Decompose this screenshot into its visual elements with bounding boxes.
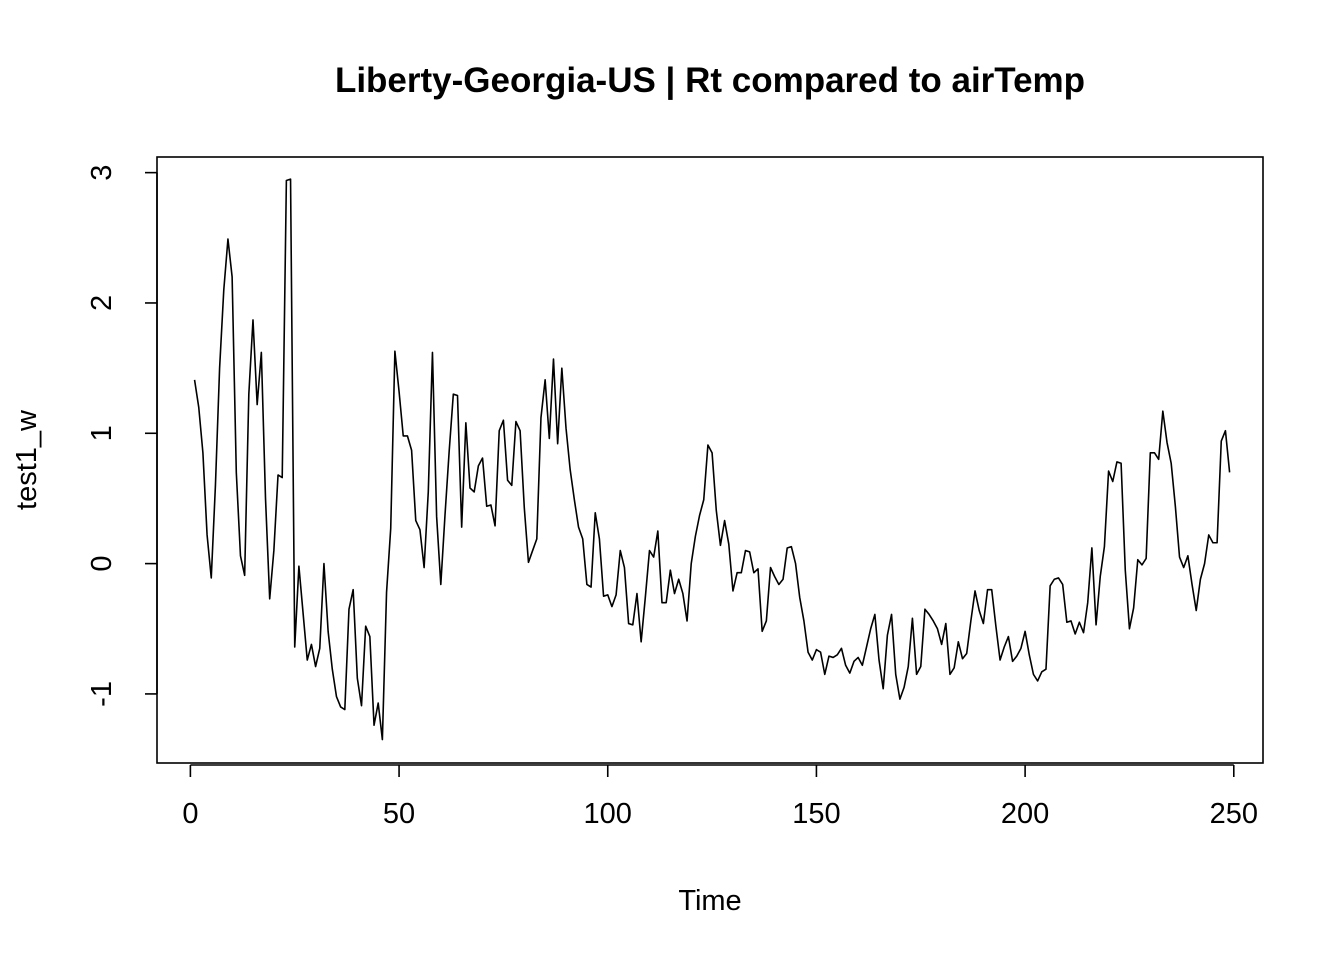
chart-title: Liberty-Georgia-US | Rt compared to airT… [335,61,1085,100]
x-tick-label: 150 [792,798,840,830]
x-axis: 0 50 100 150 200 250 [182,764,1258,830]
x-tick-label: 250 [1210,798,1258,830]
y-tick-label: 3 [86,165,118,181]
y-axis: -1 0 1 2 3 [86,165,158,707]
series-line [193,178,1231,741]
y-tick-label: -1 [86,681,118,707]
x-tick-label: 0 [182,798,198,830]
x-axis-label: Time [678,885,741,917]
y-tick-label: 0 [86,556,118,572]
y-tick-label: 2 [86,295,118,311]
plot-frame [156,156,1264,764]
y-tick-label: 1 [86,425,118,441]
x-tick-label: 50 [383,798,415,830]
x-tick-label: 200 [1001,798,1049,830]
x-tick-label: 100 [584,798,632,830]
y-axis-label: test1_w [11,409,43,510]
